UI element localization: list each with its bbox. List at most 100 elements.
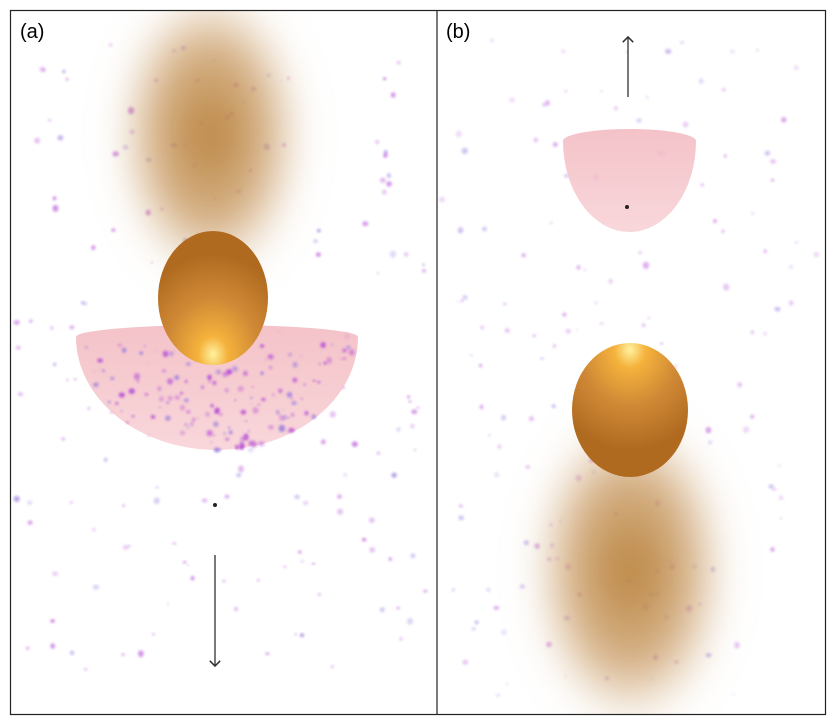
particle bbox=[732, 694, 735, 696]
particle bbox=[600, 322, 604, 325]
particle bbox=[276, 410, 279, 414]
particle bbox=[337, 509, 343, 515]
particle bbox=[205, 412, 209, 417]
particle bbox=[390, 251, 396, 258]
particle bbox=[159, 406, 161, 408]
particle bbox=[576, 329, 578, 331]
particle bbox=[563, 313, 567, 317]
particle bbox=[28, 521, 33, 525]
particle bbox=[279, 425, 285, 432]
particle bbox=[93, 383, 98, 388]
particle bbox=[225, 438, 229, 441]
particle bbox=[151, 415, 155, 419]
particle bbox=[561, 49, 566, 53]
particle bbox=[471, 627, 476, 630]
particle bbox=[423, 590, 427, 593]
particle bbox=[81, 301, 84, 304]
particle bbox=[284, 566, 287, 569]
particle bbox=[382, 190, 387, 195]
particle bbox=[288, 428, 294, 433]
particle bbox=[291, 413, 294, 416]
particle bbox=[319, 363, 321, 365]
particle bbox=[248, 430, 250, 432]
particle bbox=[312, 563, 315, 565]
particle bbox=[480, 405, 484, 410]
particle bbox=[162, 369, 166, 372]
particle bbox=[498, 444, 502, 449]
particle bbox=[50, 619, 54, 622]
particle bbox=[458, 301, 460, 303]
particle bbox=[192, 418, 195, 422]
particle bbox=[377, 272, 379, 274]
particle bbox=[383, 153, 387, 157]
particle bbox=[779, 496, 784, 501]
particle bbox=[128, 545, 130, 547]
particle bbox=[525, 465, 530, 468]
particle bbox=[294, 633, 296, 635]
particle bbox=[318, 593, 321, 596]
particle bbox=[168, 396, 173, 401]
particle bbox=[770, 159, 776, 164]
particle bbox=[201, 385, 204, 389]
particle bbox=[122, 504, 124, 507]
particle bbox=[232, 366, 238, 372]
particle bbox=[300, 398, 302, 400]
particle bbox=[320, 342, 325, 348]
particle bbox=[781, 117, 787, 123]
particle bbox=[108, 401, 111, 404]
particle bbox=[227, 370, 232, 374]
particle bbox=[122, 653, 125, 656]
particle bbox=[138, 650, 144, 657]
particle bbox=[399, 637, 402, 640]
particle bbox=[215, 411, 219, 414]
particle bbox=[343, 357, 346, 359]
particle bbox=[550, 222, 553, 224]
particle bbox=[608, 279, 613, 284]
particle bbox=[27, 500, 32, 505]
particle bbox=[218, 413, 222, 416]
particle bbox=[724, 154, 727, 157]
particle bbox=[680, 41, 684, 45]
particle bbox=[15, 346, 21, 350]
particle bbox=[279, 415, 281, 417]
particle bbox=[524, 540, 529, 545]
particle bbox=[209, 381, 212, 383]
particle bbox=[169, 352, 173, 357]
particle bbox=[139, 351, 143, 354]
particle bbox=[261, 398, 266, 401]
particle bbox=[93, 585, 99, 590]
particle bbox=[154, 497, 160, 504]
particle bbox=[769, 484, 774, 488]
particle bbox=[180, 392, 183, 395]
panel-b bbox=[439, 37, 819, 717]
particle bbox=[789, 265, 793, 269]
particle bbox=[186, 362, 191, 366]
particle bbox=[18, 392, 23, 396]
particle bbox=[268, 425, 274, 430]
particle bbox=[452, 588, 455, 592]
particle bbox=[636, 118, 642, 122]
particle bbox=[317, 381, 320, 383]
particle bbox=[34, 138, 40, 144]
particle bbox=[62, 70, 65, 73]
particle bbox=[638, 251, 642, 254]
particle bbox=[643, 262, 649, 269]
particle bbox=[84, 668, 87, 670]
particle bbox=[756, 49, 759, 52]
particle bbox=[53, 196, 57, 200]
particle bbox=[151, 262, 153, 264]
particle bbox=[410, 424, 415, 428]
particle bbox=[340, 358, 342, 360]
particle bbox=[85, 346, 88, 349]
particle bbox=[166, 401, 169, 404]
particle bbox=[337, 494, 342, 499]
particle bbox=[331, 343, 333, 345]
particle bbox=[129, 390, 132, 392]
particle bbox=[167, 378, 173, 384]
particle bbox=[214, 448, 220, 453]
particle bbox=[74, 378, 76, 380]
particle bbox=[414, 449, 416, 451]
particle bbox=[458, 515, 464, 520]
particle bbox=[509, 98, 515, 103]
particle bbox=[411, 553, 416, 558]
